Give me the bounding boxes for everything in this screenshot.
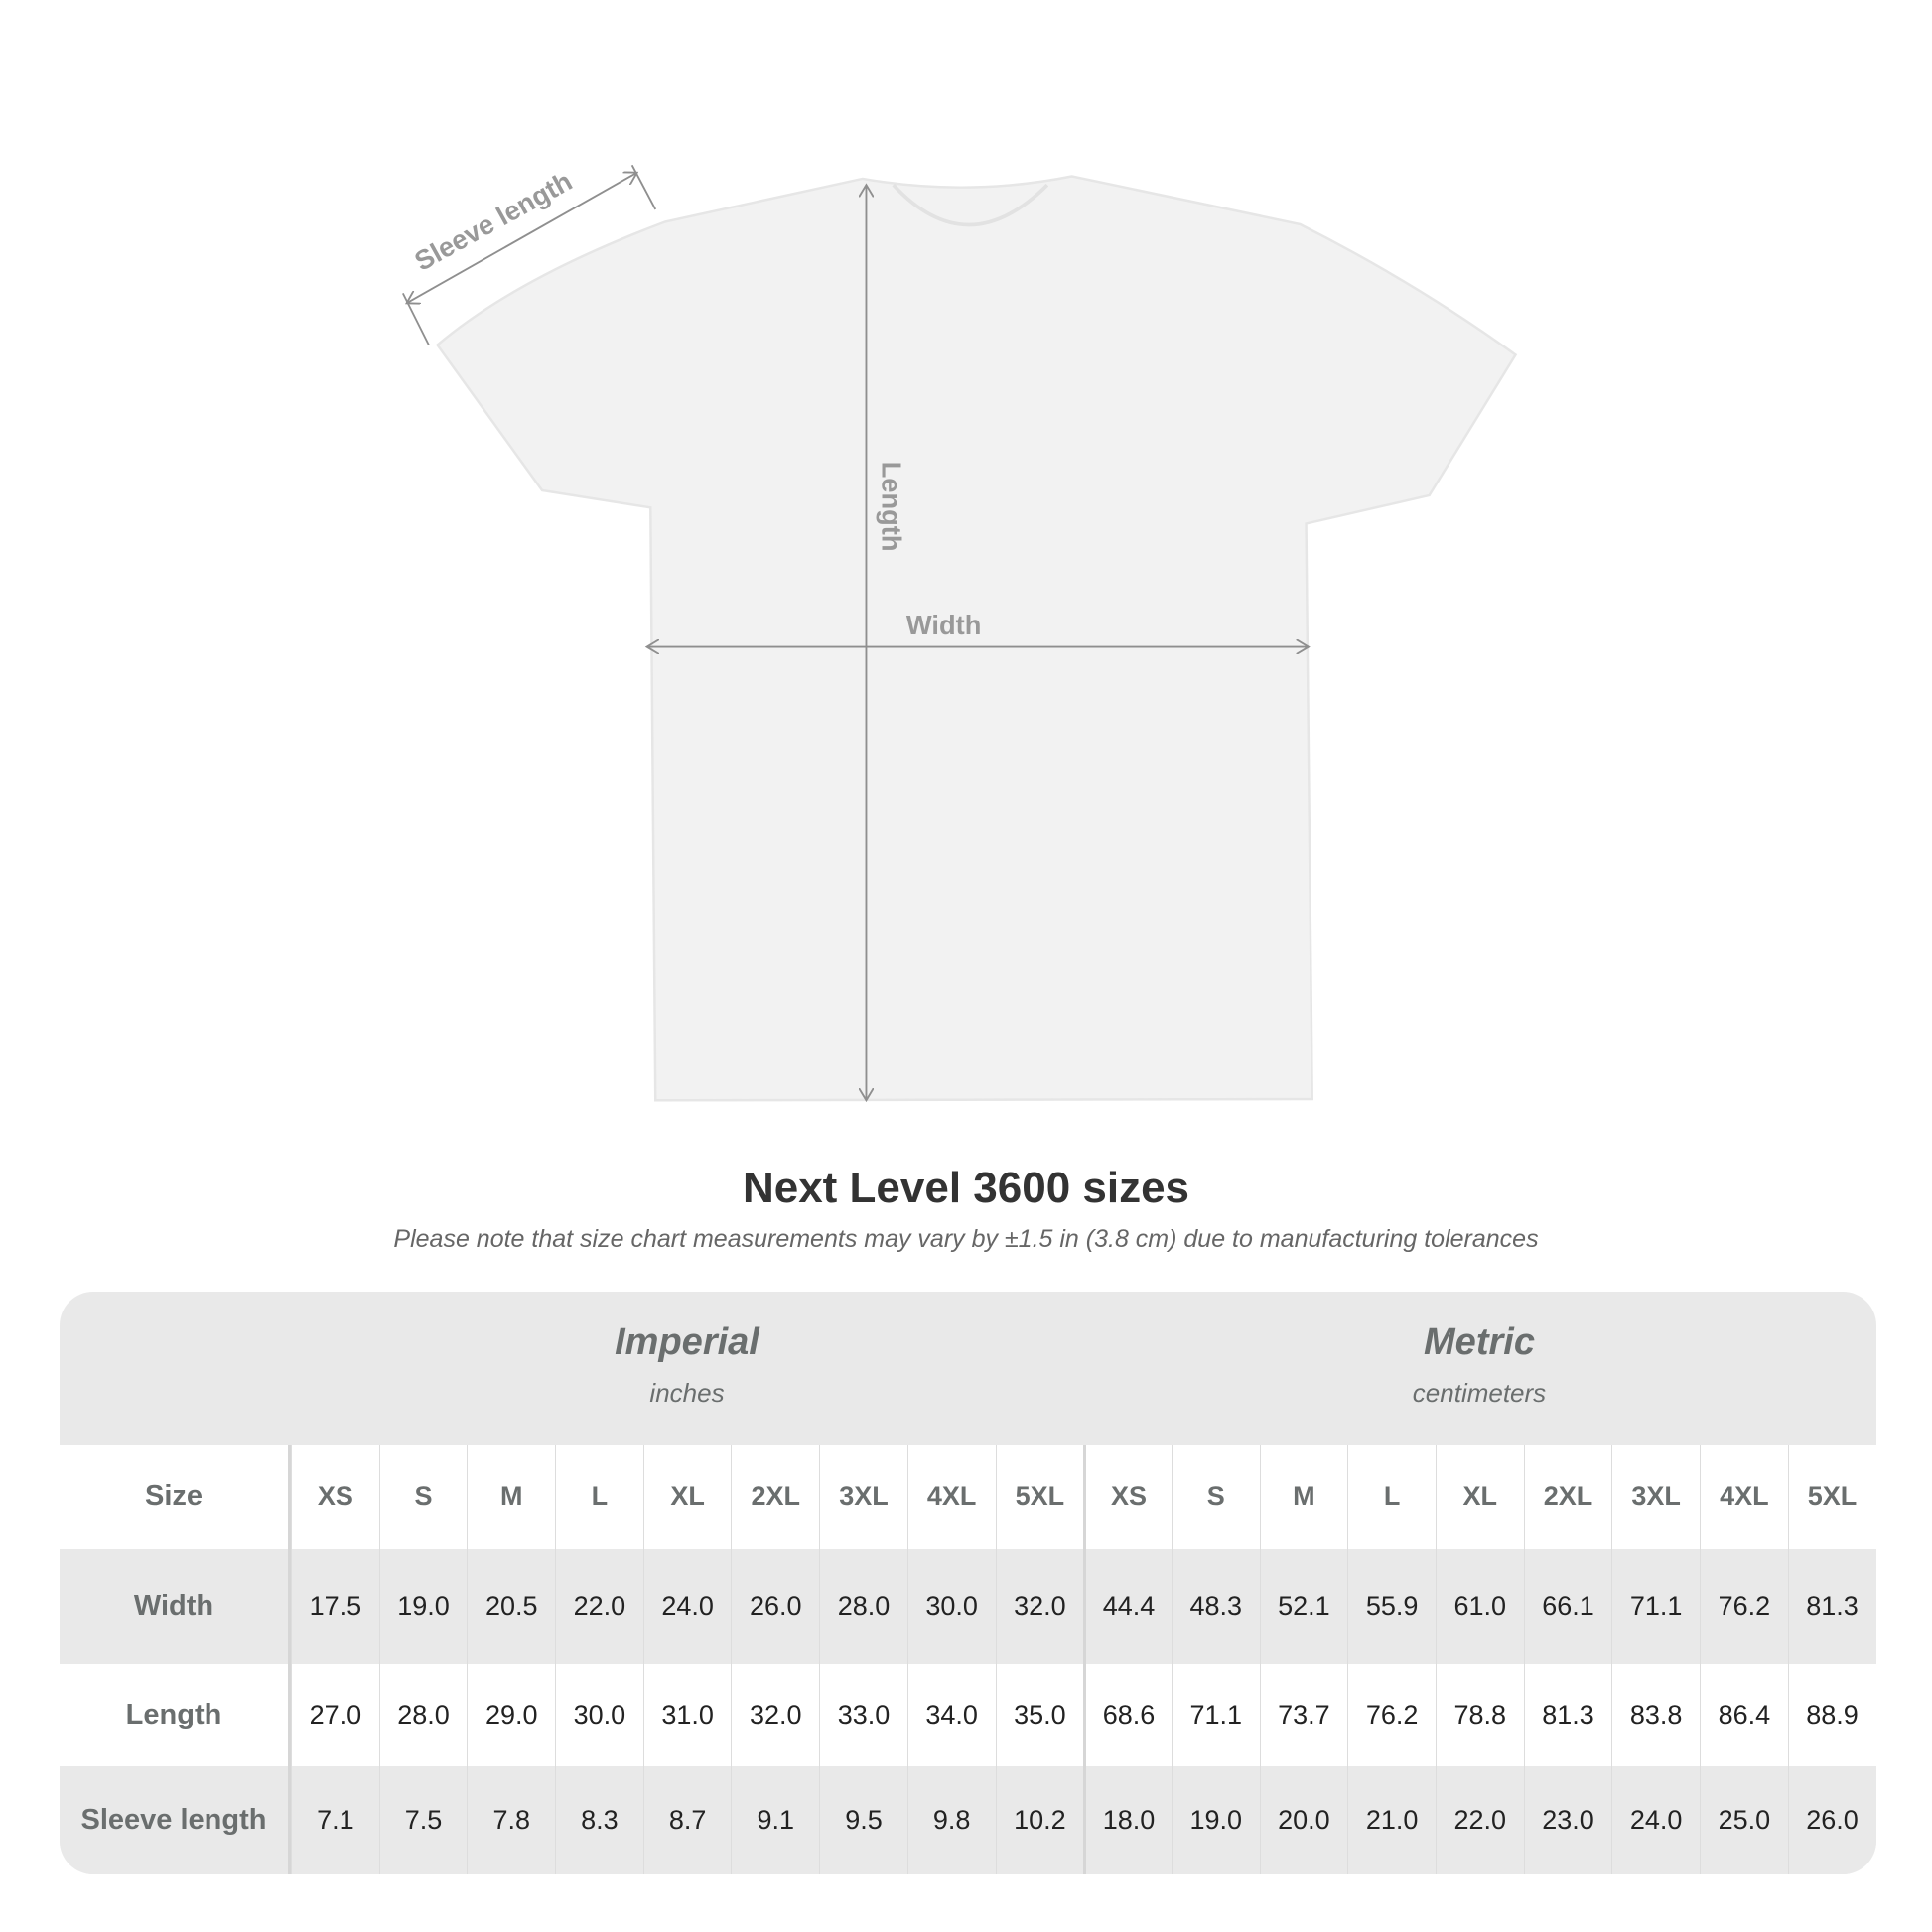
table-row: Length 27.0 28.0 29.0 30.0 31.0 32.0 33.0 34.0 35…: [60, 1664, 1876, 1766]
metric-value-cell: 21.0: [1347, 1766, 1436, 1874]
size-header-cell: 4XL: [906, 1445, 996, 1549]
size-header-cell: L: [555, 1445, 643, 1549]
metric-title: Metric: [1424, 1321, 1535, 1363]
metric-value-cell: 76.2: [1700, 1549, 1788, 1664]
row-label: Width: [60, 1549, 291, 1664]
size-header-cell: XS: [291, 1445, 379, 1549]
size-header-cell: M: [467, 1445, 555, 1549]
row-label: Sleeve length: [60, 1766, 291, 1874]
imperial-title: Imperial: [615, 1321, 759, 1363]
size-header-cell: 3XL: [1611, 1445, 1700, 1549]
imperial-value-cell: 27.0: [291, 1664, 379, 1766]
metric-value-cell: 52.1: [1259, 1549, 1348, 1664]
metric-value-cell: 71.1: [1611, 1549, 1700, 1664]
imperial-value-cell: 22.0: [555, 1549, 643, 1664]
imperial-value-cell: 9.8: [906, 1766, 996, 1874]
imperial-value-cell: 10.2: [995, 1766, 1084, 1874]
imperial-header: Imperial inches: [291, 1292, 1083, 1445]
metric-value-cell: 18.0: [1083, 1766, 1172, 1874]
imperial-value-cell: 30.0: [906, 1549, 996, 1664]
imperial-value-cell: 8.7: [642, 1766, 732, 1874]
imperial-unit: inches: [649, 1378, 725, 1408]
size-header-cell: 5XL: [1787, 1445, 1876, 1549]
metric-header: Metric centimeters: [1083, 1292, 1875, 1445]
imperial-value-cell: 7.8: [467, 1766, 555, 1874]
size-header-cell: S: [1171, 1445, 1260, 1549]
imperial-value-cell: 24.0: [642, 1549, 732, 1664]
size-header-row: Size XS S M L XL 2XL 3XL 4XL 5XL XS S M L XL 2XL 3XL 4XL 5…: [60, 1445, 1876, 1549]
size-header-cell: 5XL: [995, 1445, 1084, 1549]
imperial-value-cell: 9.1: [731, 1766, 819, 1874]
size-header-cell: 2XL: [731, 1445, 819, 1549]
imperial-value-cell: 35.0: [995, 1664, 1084, 1766]
metric-value-cell: 61.0: [1435, 1549, 1524, 1664]
metric-value-cell: 20.0: [1259, 1766, 1348, 1874]
collar: [892, 183, 1049, 227]
metric-value-cell: 71.1: [1171, 1664, 1260, 1766]
metric-value-cell: 44.4: [1083, 1549, 1172, 1664]
metric-value-cell: 48.3: [1171, 1549, 1260, 1664]
metric-value-cell: 55.9: [1347, 1549, 1436, 1664]
metric-value-cell: 73.7: [1259, 1664, 1348, 1766]
imperial-value-cell: 29.0: [467, 1664, 555, 1766]
page-title: Next Level 3600 sizes: [742, 1164, 1190, 1212]
table-row: Width 17.5 19.0 20.5 22.0 24.0 26.0 28.0 30.0 32.…: [60, 1549, 1876, 1664]
metric-value-cell: 19.0: [1171, 1766, 1260, 1874]
size-header-cell: XS: [1083, 1445, 1172, 1549]
imperial-value-cell: 20.5: [467, 1549, 555, 1664]
size-header-cell: L: [1347, 1445, 1436, 1549]
imperial-value-cell: 28.0: [378, 1664, 468, 1766]
imperial-value-cell: 33.0: [819, 1664, 907, 1766]
metric-unit: centimeters: [1412, 1378, 1547, 1408]
size-header-cell: XL: [642, 1445, 732, 1549]
tolerance-note: Please note that size chart measurements…: [393, 1225, 1539, 1253]
metric-value-cell: 23.0: [1523, 1766, 1612, 1874]
length-label: Length: [877, 462, 907, 552]
size-header-cell: XL: [1435, 1445, 1524, 1549]
metric-value-cell: 22.0: [1435, 1766, 1524, 1874]
size-table: Imperial inches Metric centimeters Size X…: [60, 1292, 1876, 1874]
size-header-cell: 4XL: [1700, 1445, 1788, 1549]
metric-value-cell: 81.3: [1523, 1664, 1612, 1766]
table-row: Sleeve length 7.1 7.5 7.8 8.3 8.7 9.1 9.5 9.8 10.…: [60, 1766, 1876, 1874]
row-label: Length: [60, 1664, 291, 1766]
metric-value-cell: 68.6: [1083, 1664, 1172, 1766]
width-label: Width: [906, 610, 982, 640]
metric-value-cell: 83.8: [1611, 1664, 1700, 1766]
imperial-value-cell: 19.0: [378, 1549, 468, 1664]
metric-value-cell: 76.2: [1347, 1664, 1436, 1766]
size-header-cell: 2XL: [1523, 1445, 1612, 1549]
metric-value-cell: 86.4: [1700, 1664, 1788, 1766]
metric-value-cell: 81.3: [1787, 1549, 1876, 1664]
imperial-value-cell: 26.0: [731, 1549, 819, 1664]
imperial-value-cell: 31.0: [642, 1664, 732, 1766]
imperial-value-cell: 34.0: [906, 1664, 996, 1766]
metric-value-cell: 66.1: [1523, 1549, 1612, 1664]
size-header-cell: 3XL: [819, 1445, 907, 1549]
imperial-value-cell: 9.5: [819, 1766, 907, 1874]
metric-value-cell: 88.9: [1787, 1664, 1876, 1766]
imperial-value-cell: 7.5: [378, 1766, 468, 1874]
imperial-value-cell: 8.3: [555, 1766, 643, 1874]
metric-value-cell: 24.0: [1611, 1766, 1700, 1874]
metric-value-cell: 25.0: [1700, 1766, 1788, 1874]
metric-value-cell: 26.0: [1787, 1766, 1876, 1874]
imperial-value-cell: 28.0: [819, 1549, 907, 1664]
row-label: Size: [60, 1445, 291, 1549]
metric-value-cell: 78.8: [1435, 1664, 1524, 1766]
imperial-value-cell: 17.5: [291, 1549, 379, 1664]
imperial-value-cell: 32.0: [995, 1549, 1084, 1664]
size-header-cell: M: [1259, 1445, 1348, 1549]
imperial-value-cell: 30.0: [555, 1664, 643, 1766]
imperial-value-cell: 7.1: [291, 1766, 379, 1874]
sleeve-length-arrow: [407, 173, 637, 304]
imperial-value-cell: 32.0: [731, 1664, 819, 1766]
size-header-cell: S: [378, 1445, 468, 1549]
